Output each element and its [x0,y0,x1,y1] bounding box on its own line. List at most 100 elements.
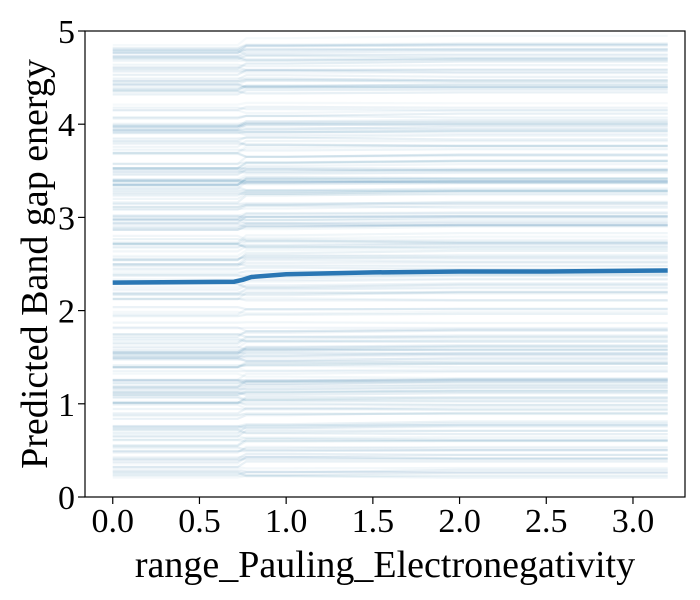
ice-curve [112,242,668,249]
ice-curve [112,329,668,336]
ice-curve [112,278,668,289]
x-axis-label: range_Pauling_Electronegativity [135,544,635,586]
ice-curve [112,140,668,148]
ice-curve [112,429,668,438]
plot-frame [84,30,686,498]
ice-curve [112,378,668,382]
ice-curve [112,424,668,429]
ice-curve [112,396,668,405]
ice-curve [112,328,668,338]
ice-curve [112,423,668,435]
average-prediction-line [112,268,668,285]
y-tick-label: 2 [58,294,75,331]
ice-curve [112,204,668,211]
ice-curve [112,291,668,295]
x-tick-label: 2.0 [438,503,481,540]
ice-curve [112,283,668,289]
x-tick-label: 1.0 [265,503,308,540]
x-tick-label: 0.0 [91,503,134,540]
ice-curve [112,131,668,137]
x-tick-label: 3.0 [612,503,655,540]
ice-curve [112,56,668,62]
ice-curve [112,179,668,186]
ice-curve [112,178,668,187]
ice-curve [112,145,668,155]
ice-curve [112,306,668,311]
ice-curve [112,412,668,416]
ice-curve [112,256,668,266]
ice-curve [112,446,668,452]
y-tick-label: 0 [58,480,75,517]
ice-curve [112,70,668,75]
ice-curve [112,351,668,355]
ice-curve [112,181,668,187]
ice-curve [112,425,668,431]
ice-curve [112,455,668,465]
ice-curve [112,63,668,68]
ice-curve [112,178,668,184]
ice-curve [112,166,668,170]
ice-curve [112,372,668,380]
ice-curve [112,386,668,391]
ice-curve [112,347,668,354]
ice-curve [112,350,668,359]
ice-curve [112,179,668,184]
ice-curve [112,424,668,430]
ice-curve [112,453,668,459]
x-tick-label: 1.5 [352,503,395,540]
ice-curve [112,397,668,404]
ice-curve [112,144,668,154]
ice-curve [112,212,668,221]
ice-curve [112,191,668,197]
ice-curve [112,189,668,193]
ice-curve [112,396,668,405]
ice-curve [112,211,668,218]
ice-curve [112,263,668,267]
y-tick-label: 3 [58,200,75,237]
ice-curve [112,439,668,448]
ice-curve [112,77,668,83]
ice-curve [112,74,668,81]
ice-curve [112,321,668,325]
ice-curve [112,258,668,268]
ice-curve [112,112,668,120]
ice-curve [112,291,668,297]
ice-curve [112,352,668,358]
ice-curve [112,55,668,61]
ice-curve [112,101,668,106]
ice-curve [112,78,668,86]
ice-curve [112,232,668,244]
ice-curve [112,362,668,369]
ice-curve [112,256,668,260]
ice-curve [112,286,668,294]
ice-curve [112,355,668,361]
ice-curve [112,361,668,369]
ice-curve [112,253,668,261]
y-tick-label: 1 [58,387,75,424]
ice-curve [112,139,668,148]
ice-curve [112,84,668,91]
ice-curve [112,351,668,357]
ice-curve [112,400,668,407]
ice-curve [112,190,668,196]
ice-curve [112,378,668,382]
ice-curve [112,333,668,338]
ice-curve [112,469,668,474]
ice-curve [112,205,668,211]
ice-curve [112,170,668,175]
ice-curve [112,378,668,388]
ice-curve [112,58,668,63]
ice-curve [112,122,668,127]
ice-curve [112,177,668,186]
ice-curve [112,434,668,441]
ice-curve [112,378,668,388]
ice-curve [112,69,668,74]
x-axis: 0.0 0.5 1.0 1.5 2.0 2.5 3.0 [91,497,654,540]
ice-curve [112,339,668,343]
ice-curve [112,391,668,396]
ice-curve [112,88,668,96]
ice-curve [112,121,668,130]
ice-curve [112,238,668,243]
ice-curve [112,436,668,441]
ice-curve [112,142,668,147]
